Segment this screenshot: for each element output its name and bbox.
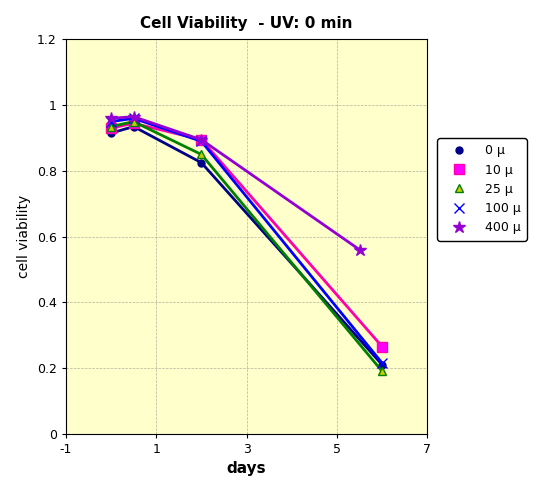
100 μ [379, 360, 386, 366]
0 μ [379, 362, 386, 368]
25 μ [130, 119, 137, 125]
10 μ [107, 125, 114, 131]
25 μ [107, 124, 114, 130]
400 μ [198, 137, 204, 142]
0 μ [107, 130, 114, 136]
X-axis label: days: days [227, 461, 266, 476]
400 μ [356, 247, 363, 253]
100 μ [107, 119, 114, 125]
Line: 0 μ: 0 μ [107, 123, 386, 368]
10 μ [379, 344, 386, 350]
Line: 400 μ: 400 μ [105, 110, 366, 256]
10 μ [198, 137, 204, 142]
Title: Cell Viability  - UV: 0 min: Cell Viability - UV: 0 min [140, 16, 353, 32]
400 μ [107, 115, 114, 121]
Line: 25 μ: 25 μ [107, 117, 386, 376]
25 μ [379, 368, 386, 374]
400 μ [130, 114, 137, 120]
10 μ [130, 120, 137, 126]
Line: 100 μ: 100 μ [106, 113, 387, 368]
100 μ [130, 115, 137, 121]
25 μ [198, 151, 204, 157]
Legend: 0 μ, 10 μ, 25 μ, 100 μ, 400 μ: 0 μ, 10 μ, 25 μ, 100 μ, 400 μ [437, 138, 527, 241]
0 μ [130, 124, 137, 130]
100 μ [198, 139, 204, 144]
Line: 10 μ: 10 μ [106, 118, 387, 352]
Y-axis label: cell viability: cell viability [17, 195, 31, 278]
0 μ [198, 160, 204, 166]
